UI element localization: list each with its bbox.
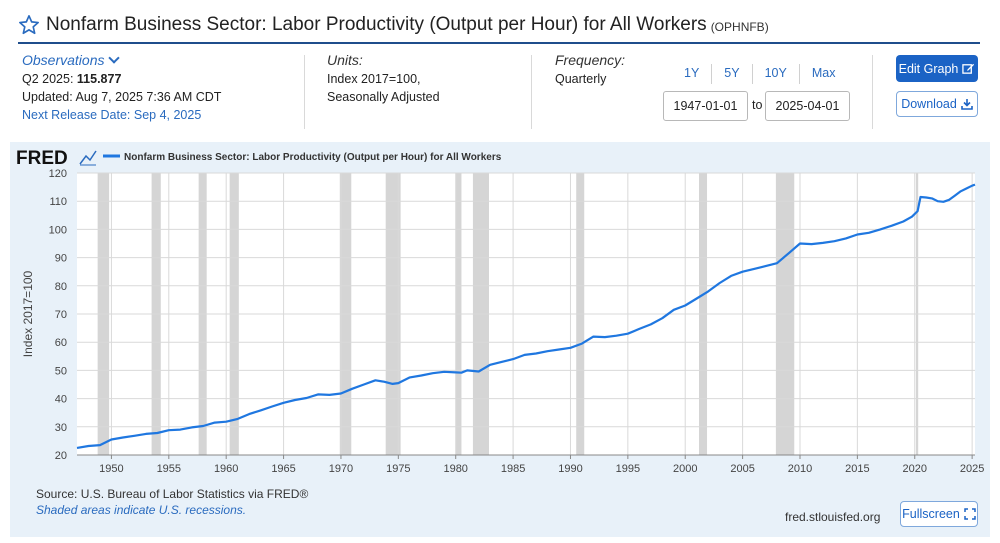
updated-text: Updated: Aug 7, 2025 7:36 AM CDT — [22, 90, 222, 104]
y-tick-label: 50 — [55, 365, 67, 377]
recession-note: Shaded areas indicate U.S. recessions. — [36, 503, 247, 517]
frequency-label: Frequency: — [555, 52, 626, 68]
units-section: Units: Index 2017=100, Seasonally Adjust… — [327, 52, 527, 132]
units-label: Units: — [327, 52, 363, 68]
source-text: Source: U.S. Bureau of Labor Statistics … — [36, 487, 309, 501]
x-tick-label: 1975 — [386, 463, 410, 475]
x-tick-label: 1960 — [214, 463, 238, 475]
observations-dropdown[interactable]: Observations — [22, 52, 302, 68]
y-tick-label: 70 — [55, 309, 67, 321]
y-tick-label: 110 — [49, 196, 67, 208]
divider — [872, 55, 873, 129]
chevron-down-icon — [108, 52, 121, 64]
header-rule — [18, 42, 980, 44]
series-line-0[interactable] — [76, 183, 976, 449]
range-buttons: 1Y 5Y 10Y Max — [672, 64, 847, 84]
fullscreen-label: Fullscreen — [902, 507, 960, 521]
y-tick-label: 60 — [55, 337, 67, 349]
x-tick-label: 2000 — [673, 463, 697, 475]
edit-graph-button[interactable]: Edit Graph — [896, 55, 978, 82]
header: Nonfarm Business Sector: Labor Productiv… — [18, 10, 769, 40]
edit-graph-label: Edit Graph — [898, 61, 959, 76]
x-tick-label: 1950 — [99, 463, 123, 475]
chart-panel: FRED Nonfarm Business Sector: Labor Prod… — [10, 142, 990, 537]
fred-site-link[interactable]: fred.stlouisfed.org — [785, 510, 881, 524]
latest-value: 115.877 — [76, 72, 122, 86]
x-tick-label: 2025 — [960, 463, 984, 475]
fred-graph-icon — [79, 150, 97, 166]
y-tick-label: 120 — [49, 168, 67, 180]
chart[interactable]: FRED Nonfarm Business Sector: Labor Prod… — [10, 142, 990, 537]
range-5y-button[interactable]: 5Y — [712, 64, 753, 84]
y-tick-label: 30 — [55, 422, 67, 434]
y-tick-label: 40 — [55, 394, 67, 406]
units-line-1: Index 2017=100, — [327, 72, 421, 86]
units-line-2: Seasonally Adjusted — [327, 90, 440, 104]
x-tick-label: 1970 — [329, 463, 353, 475]
x-tick-label: 1990 — [558, 463, 582, 475]
download-button[interactable]: Download — [896, 91, 978, 117]
range-1y-button[interactable]: 1Y — [672, 64, 713, 84]
series-id: (OPHNFB) — [710, 20, 769, 34]
x-tick-label: 2020 — [903, 463, 927, 475]
fullscreen-icon — [964, 508, 976, 520]
range-10y-button[interactable]: 10Y — [753, 64, 800, 84]
y-tick-label: 100 — [49, 224, 67, 236]
fullscreen-button[interactable]: Fullscreen — [900, 501, 978, 527]
x-tick-label: 1955 — [157, 463, 181, 475]
x-tick-label: 1985 — [501, 463, 525, 475]
x-tick-label: 1980 — [443, 463, 467, 475]
download-icon — [960, 99, 973, 110]
y-tick-label: 90 — [55, 253, 67, 265]
to-label: to — [752, 98, 763, 112]
frequency-value: Quarterly — [555, 72, 607, 86]
frequency-section: Frequency: Quarterly — [555, 52, 655, 132]
start-date-input[interactable]: 1947-01-01 — [663, 91, 748, 121]
download-label: Download — [901, 97, 957, 111]
divider — [304, 55, 305, 129]
end-date-input[interactable]: 2025-04-01 — [765, 91, 850, 121]
range-max-button[interactable]: Max — [811, 66, 836, 80]
x-tick-label: 2015 — [845, 463, 869, 475]
next-release-link[interactable]: Next Release Date: Sep 4, 2025 — [22, 108, 202, 122]
edit-icon — [962, 63, 975, 74]
page-title: Nonfarm Business Sector: Labor Productiv… — [46, 14, 707, 35]
latest-observation: Q2 2025: 115.877 — [22, 72, 122, 86]
x-tick-label: 2005 — [730, 463, 754, 475]
observations-section: Observations Q2 2025: 115.877 Updated: A… — [22, 52, 302, 132]
y-tick-label: 20 — [55, 450, 67, 462]
x-tick-label: 1965 — [271, 463, 295, 475]
y-axis-label: Index 2017=100 — [21, 270, 35, 357]
fred-logo: FRED — [16, 148, 68, 169]
legend-label: Nonfarm Business Sector: Labor Productiv… — [124, 152, 502, 163]
star-icon[interactable] — [18, 14, 40, 36]
divider — [531, 55, 532, 129]
x-tick-label: 2010 — [788, 463, 812, 475]
x-tick-label: 1995 — [616, 463, 640, 475]
y-tick-label: 80 — [55, 281, 67, 293]
